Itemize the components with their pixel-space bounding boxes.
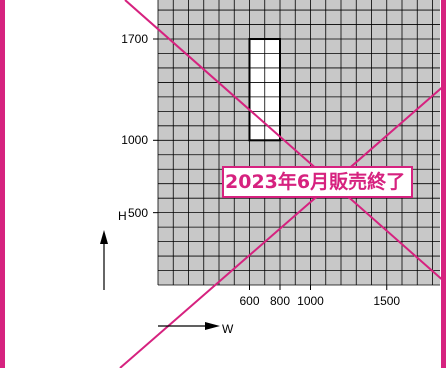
- grid-layer: [153, 0, 440, 290]
- y-axis-label: H: [118, 209, 127, 223]
- y-axis-arrow-head: [100, 230, 108, 244]
- available-range-outline: [248, 38, 281, 142]
- x-axis-arrow-head: [205, 322, 220, 330]
- x-tick-label: 600: [239, 294, 260, 308]
- discontinued-cross: [119, 0, 446, 368]
- grid-background: [158, 0, 440, 285]
- cross-line-down: [124, 0, 446, 284]
- y-tick-label: 2000: [121, 0, 148, 3]
- x-tick-label: 1500: [373, 294, 401, 308]
- x-tick-label: 1000: [297, 294, 324, 308]
- frame-left-border: [0, 0, 5, 368]
- x-tick-label: 800: [269, 294, 291, 308]
- y-tick-label: 1000: [121, 133, 148, 148]
- x-axis-label: W: [222, 322, 234, 336]
- cross-line-up: [119, 83, 446, 368]
- axis-arrows: [100, 230, 220, 330]
- range-layer: [248, 38, 281, 142]
- frame-right-border: [441, 0, 446, 368]
- y-tick-label: 500: [127, 205, 148, 220]
- y-tick-label: 1700: [121, 32, 148, 46]
- discontinued-banner: 2023年6月販売終了: [222, 166, 414, 198]
